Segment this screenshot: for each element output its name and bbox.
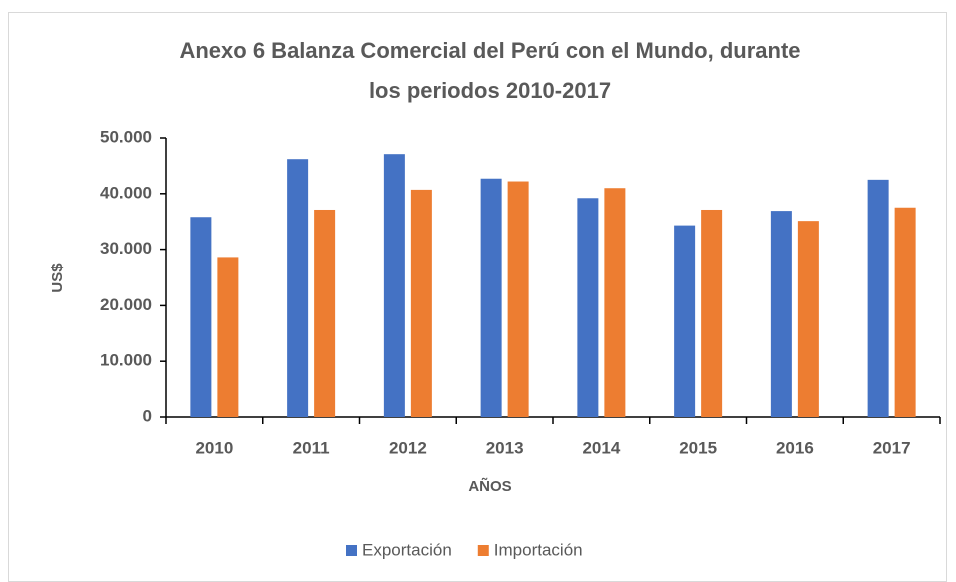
x-tick-label: 2015 — [679, 438, 717, 457]
legend-swatch — [346, 545, 357, 556]
x-axis-label: AÑOS — [468, 477, 511, 495]
bar — [287, 159, 309, 418]
y-tick-label: 10.000 — [100, 351, 152, 370]
x-tick-label: 2013 — [486, 438, 524, 457]
bar — [190, 217, 212, 417]
bar — [604, 188, 626, 417]
bar — [383, 154, 405, 417]
bar — [770, 211, 792, 417]
bar — [674, 225, 696, 417]
legend-label: Exportación — [362, 540, 452, 559]
y-tick-label: 50.000 — [100, 127, 152, 146]
bar — [480, 178, 502, 417]
bar — [701, 209, 723, 417]
y-tick-label: 40.000 — [100, 183, 152, 202]
x-tick-label: 2011 — [293, 438, 330, 457]
bar — [867, 179, 889, 417]
chart-title: Anexo 6 Balanza Comercial del Perú con e… — [179, 38, 800, 63]
y-tick-label: 0 — [143, 406, 152, 425]
x-tick-label: 2012 — [389, 438, 427, 457]
y-tick-label: 20.000 — [100, 295, 152, 314]
bar — [507, 181, 529, 417]
bar — [410, 189, 432, 417]
bar — [217, 257, 239, 417]
x-tick-label: 2010 — [195, 438, 233, 457]
chart-title: los periodos 2010-2017 — [369, 78, 611, 103]
bar — [314, 209, 336, 417]
x-tick-label: 2017 — [873, 438, 911, 457]
bar — [577, 198, 599, 417]
bar — [894, 207, 916, 417]
legend-label: Importación — [494, 540, 583, 559]
y-axis-label: US$ — [49, 263, 66, 293]
x-tick-label: 2016 — [776, 438, 814, 457]
x-tick-label: 2014 — [582, 438, 620, 457]
legend-swatch — [477, 545, 489, 556]
y-tick-label: 30.000 — [100, 239, 152, 258]
bar — [797, 221, 819, 417]
